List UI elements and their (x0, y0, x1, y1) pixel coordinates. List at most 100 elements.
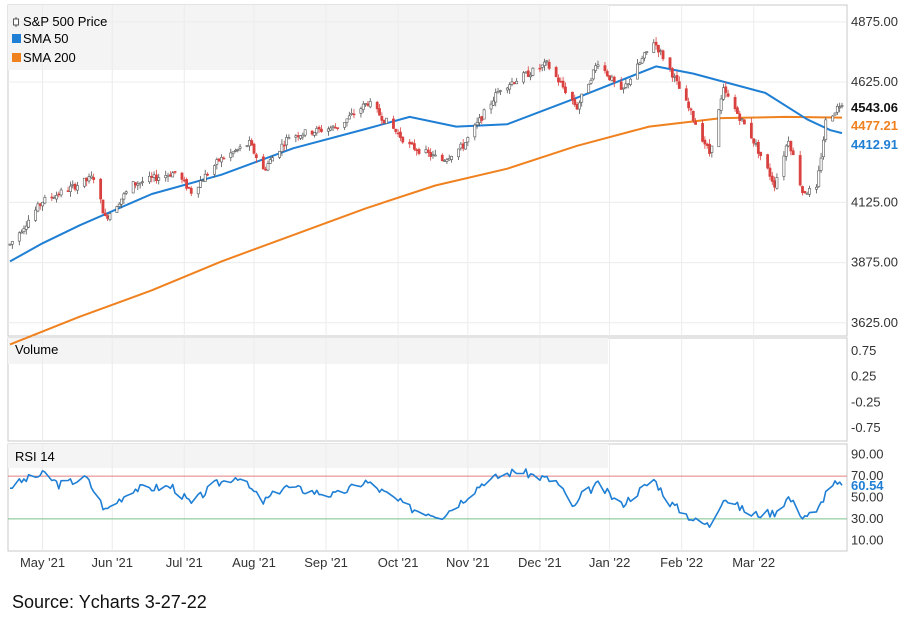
candle-body (285, 137, 288, 146)
candle-body (817, 170, 821, 187)
volume-tick-label: -0.75 (851, 420, 881, 435)
candle-body (392, 118, 395, 129)
candle-body (610, 76, 614, 81)
candle-body (784, 145, 788, 157)
candle-body (206, 173, 209, 176)
x-tick-label: Oct '21 (378, 555, 419, 570)
candle-body (824, 119, 828, 140)
candle-body (380, 116, 384, 121)
candle-body (148, 175, 151, 183)
candle-body (482, 109, 486, 120)
candle-body (433, 154, 437, 157)
candle-body (250, 140, 254, 146)
candle-body (480, 116, 484, 121)
candle-body (366, 103, 370, 106)
candle-body (424, 149, 428, 153)
price-tick-label: 4125.00 (851, 194, 898, 209)
candle-body (803, 191, 807, 194)
candle-body (238, 146, 242, 149)
rsi-tick-label: 50.00 (851, 490, 884, 505)
candle-body (668, 57, 672, 69)
candle-body (199, 180, 202, 188)
candle-body (43, 197, 47, 204)
candle-body (264, 168, 268, 171)
rsi-tick-label: 90.00 (851, 447, 884, 462)
candle-body (350, 112, 354, 115)
rsi-series (10, 468, 843, 528)
candle-body (559, 80, 563, 83)
candle-body (464, 142, 467, 150)
candle-body (22, 228, 26, 232)
candle-body (478, 117, 481, 123)
candle-body (364, 103, 367, 105)
candle-body (538, 67, 542, 70)
candle-body (571, 91, 574, 101)
candle-body (261, 156, 265, 170)
rsi-line (10, 468, 843, 528)
candle-body (231, 151, 235, 154)
candle-body (52, 197, 56, 200)
candle-body (382, 119, 386, 124)
candle-body (352, 113, 356, 116)
candle-body (815, 186, 818, 190)
candle-body (701, 123, 704, 142)
candle-body (561, 80, 565, 88)
price-tick-label: 3625.00 (851, 315, 898, 330)
candle-body (234, 150, 237, 152)
candle-body (120, 198, 123, 205)
legend-sma50-swatch (12, 34, 21, 43)
legend-box (8, 5, 608, 70)
candle-body (782, 155, 786, 177)
legend-sma200-label: SMA 200 (23, 50, 76, 65)
candle-body (34, 209, 37, 221)
candle-body (540, 64, 544, 68)
candle-body (75, 185, 79, 191)
candle-body (770, 175, 774, 182)
candle-body (315, 128, 319, 134)
candle-body (822, 139, 825, 158)
candle-body (496, 91, 500, 94)
candle-body (141, 181, 144, 183)
candle-body (36, 203, 40, 212)
candle-body (573, 98, 577, 105)
candle-body (719, 98, 723, 111)
candle-body (345, 118, 349, 123)
candle-body (640, 58, 644, 64)
candle-body (359, 108, 363, 114)
candle-body (99, 178, 103, 200)
candle-body (722, 87, 725, 100)
candle-body (150, 175, 154, 178)
x-tick-label: Mar '22 (732, 555, 775, 570)
sma50-last-value: 4412.91 (851, 137, 898, 152)
candle-body (69, 185, 72, 193)
x-tick-label: Sep '21 (304, 555, 348, 570)
candle-body (57, 193, 61, 196)
axis-ticks: May '21 Jun '21 Jul '21 Aug '21 Sep '21 Oct '… (20, 14, 898, 570)
candle-body (426, 149, 430, 153)
legend: S&P 500 Price SMA 50 SMA 200 (12, 14, 107, 65)
rsi-tick-label: 10.00 (851, 532, 884, 547)
candle-body (171, 172, 175, 178)
candle-body (152, 174, 156, 178)
candle-body (661, 50, 665, 60)
candle-body (268, 159, 272, 164)
candle-body (138, 182, 142, 185)
candle-body (657, 45, 660, 53)
rsi-tick-label: 70.00 (851, 468, 884, 483)
candle-body (299, 135, 302, 139)
candle-body (296, 135, 300, 138)
candle-body (189, 188, 193, 194)
candlestick-series (8, 37, 844, 249)
candle-body (531, 67, 535, 76)
candle-body (331, 125, 335, 128)
candle-body (652, 42, 656, 53)
candle-body (575, 103, 579, 110)
candle-body (557, 77, 560, 83)
legend-sma50-label: SMA 50 (23, 31, 69, 46)
candle-body (368, 101, 372, 108)
candle-body (20, 231, 24, 234)
candle-body (385, 117, 388, 124)
candle-body (694, 121, 697, 125)
candle-body (320, 128, 323, 132)
candle-body (10, 241, 14, 245)
